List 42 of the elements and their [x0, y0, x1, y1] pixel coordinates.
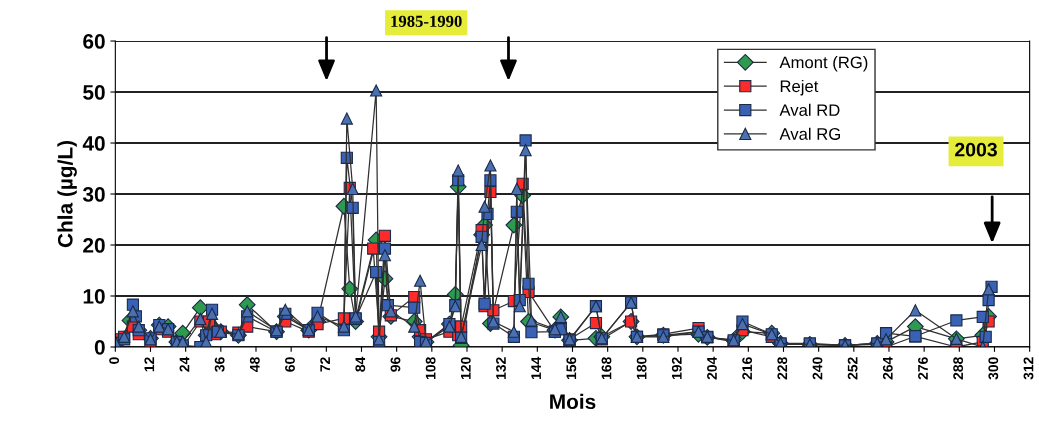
y-tick-label: 40	[82, 136, 105, 151]
x-tick-label: 252	[847, 357, 858, 380]
x-tick-label: 132	[496, 357, 506, 380]
x-axis-title: Mois	[550, 393, 596, 410]
y-tick-label: 60	[83, 34, 105, 49]
y-tick-label: 10	[83, 289, 105, 304]
x-tick-label: 264	[882, 356, 893, 380]
x-tick-label: 108	[425, 357, 436, 380]
x-tick-label: 180	[636, 357, 647, 380]
x-tick-label: 192	[671, 357, 682, 380]
legend-label: Rejet	[780, 79, 819, 96]
x-tick-label: 168	[601, 357, 612, 380]
legend-label: Aval RG	[779, 127, 840, 140]
x-tick-label: 48	[249, 357, 260, 372]
x-tick-label: 228	[777, 357, 788, 380]
x-tick-label: 72	[320, 357, 330, 372]
x-tick-label: 288	[953, 357, 964, 380]
y-tick-label: 0	[94, 339, 105, 355]
text: 1985-1990	[391, 15, 462, 27]
x-tick-label: 156	[566, 357, 577, 380]
x-tick-label: 276	[918, 357, 928, 380]
y-axis-title: Chla (µg/L)	[57, 141, 77, 248]
y-tick-label: 20	[83, 238, 105, 253]
x-tick-label: 60	[285, 357, 295, 372]
x-tick-label: 0	[109, 357, 120, 364]
x-tick-label: 144	[531, 356, 541, 380]
x-tick-label: 312	[1023, 357, 1034, 380]
x-tick-label: 12	[144, 357, 155, 372]
x-tick-label: 96	[390, 357, 401, 372]
legend-label: Amont (RG)	[779, 56, 868, 72]
legend-label: Aval RD	[779, 103, 840, 117]
x-tick-label: 300	[988, 357, 999, 380]
x-tick-label: 120	[460, 357, 471, 380]
y-tick-label: 50	[83, 85, 105, 100]
x-tick-label: 216	[742, 357, 753, 380]
y-tick-label: 30	[82, 187, 105, 202]
x-tick-label: 36	[214, 357, 225, 372]
x-tick-label: 84	[355, 356, 366, 372]
x-tick-label: 204	[707, 356, 717, 380]
x-tick-label: 240	[812, 357, 823, 380]
annotation: 2003	[955, 142, 997, 157]
x-tick-label: 24	[179, 356, 190, 372]
